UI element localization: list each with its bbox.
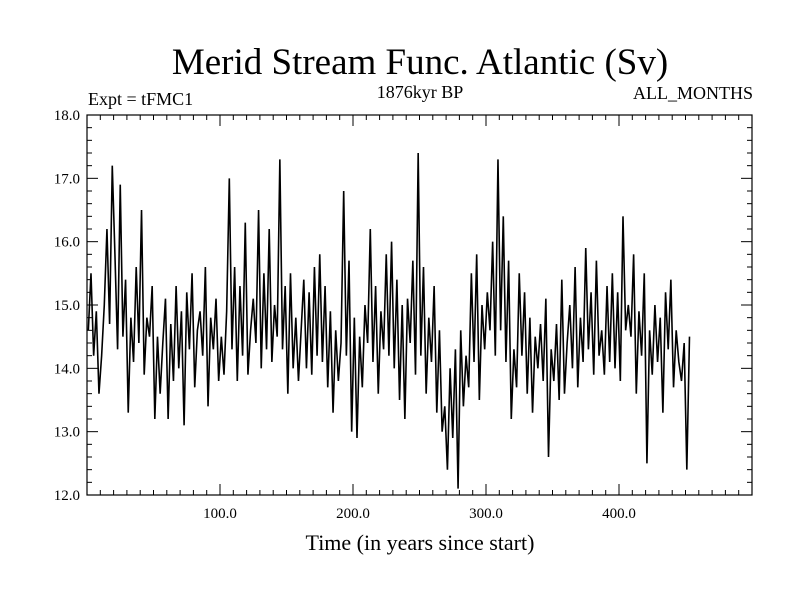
y-tick-label: 16.0: [54, 235, 80, 251]
x-tick-label: 100.0: [203, 506, 237, 522]
experiment-label: Expt = tFMC1: [88, 89, 193, 109]
y-tick-label: 12.0: [54, 488, 80, 504]
y-tick-label: 14.0: [54, 361, 80, 377]
x-tick-label: 400.0: [602, 506, 636, 522]
chart-subtitle: 1876kyr BP: [377, 82, 464, 102]
axis-ticks: [87, 115, 752, 495]
x-axis-label: Time (in years since start): [306, 530, 535, 555]
chart-title: Merid Stream Func. Atlantic (Sv): [172, 42, 668, 83]
y-tick-label: 17.0: [54, 171, 80, 187]
x-tick-labels: 100.0 200.0 300.0 400.0: [203, 506, 636, 522]
y-tick-label: 13.0: [54, 425, 80, 441]
x-tick-label: 300.0: [469, 506, 503, 522]
y-tick-labels: 12.0 13.0 14.0 15.0 16.0 17.0 18.0: [54, 108, 80, 504]
x-tick-label: 200.0: [336, 506, 370, 522]
series-line: [87, 152, 691, 489]
y-tick-label: 15.0: [54, 298, 80, 314]
season-label: ALL_MONTHS: [633, 83, 753, 103]
y-tick-label: 18.0: [54, 108, 80, 124]
